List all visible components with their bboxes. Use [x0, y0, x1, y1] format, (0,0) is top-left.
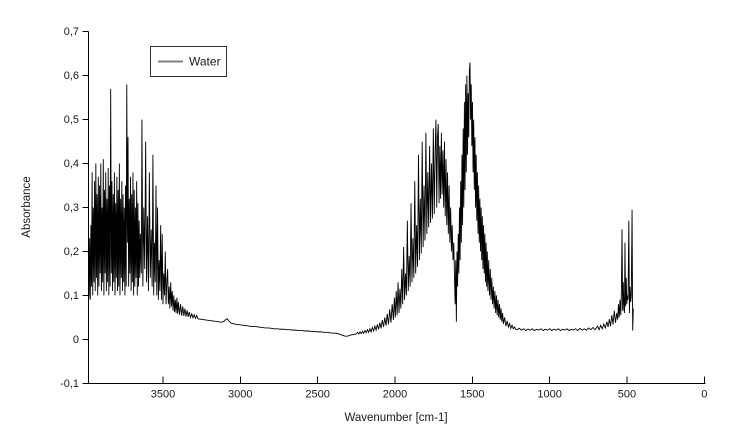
legend: Water: [150, 46, 227, 77]
y-axis-title: Absorbance: [21, 176, 33, 237]
y-tick-label: 0,2: [64, 246, 79, 258]
x-axis-title: Wavenumber [cm-1]: [344, 412, 447, 424]
y-tick-label: 0: [73, 334, 79, 346]
x-tick-label: 1000: [537, 388, 561, 400]
spectrum-line-water: [88, 62, 634, 337]
x-tick-label: 3500: [151, 388, 175, 400]
y-tick-label: 0,7: [64, 26, 79, 38]
legend-label-water: Water: [189, 55, 221, 69]
y-tick-label: -0,1: [60, 378, 79, 390]
x-tick-label: 3000: [228, 388, 252, 400]
y-axis: 0,7 0,6 0,5 0,4 0,3 0,2 0,1 0 -0,1: [60, 26, 89, 390]
y-tick-label: 0,1: [64, 290, 79, 302]
y-tick-label: 0,4: [64, 158, 79, 170]
x-tick-label: 1500: [460, 388, 484, 400]
x-tick-label: 2500: [305, 388, 329, 400]
x-tick-label: 0: [701, 388, 707, 400]
x-tick-label: 2000: [383, 388, 407, 400]
y-tick-label: 0,6: [64, 70, 79, 82]
y-tick-label: 0,5: [64, 114, 79, 126]
x-tick-label: 500: [618, 388, 636, 400]
y-tick-label: 0,3: [64, 202, 79, 214]
x-axis: 3500 3000 2500 2000 1500 1000 500 0: [88, 376, 707, 400]
